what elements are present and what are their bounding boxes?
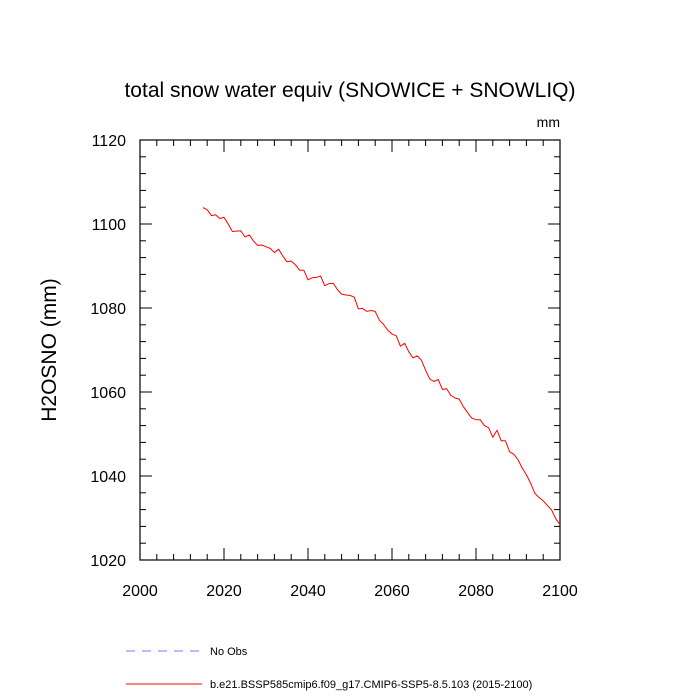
x-tick-label: 2060 (374, 583, 410, 600)
series-line (202, 207, 561, 525)
chart-title: total snow water equiv (SNOWICE + SNOWLI… (124, 79, 575, 102)
plot-frame (139, 139, 561, 561)
y-tick-label: 1100 (92, 217, 127, 234)
y-tick-label: 1020 (90, 553, 126, 570)
x-tick-label: 2100 (542, 583, 578, 600)
y-tick-label: 1080 (90, 301, 126, 318)
x-tick-label: 2000 (122, 583, 158, 600)
legend-label-no-obs: No Obs (210, 646, 248, 658)
tick-labels: 2000 2020 2040 2060 2080 2100 1020 1040 1060 1080… (90, 133, 577, 600)
units-label: mm (537, 114, 560, 130)
x-tick-label: 2040 (290, 583, 326, 600)
y-tick-label: 1120 (92, 133, 127, 150)
axis-ticks (139, 139, 561, 561)
x-tick-label: 2020 (206, 583, 242, 600)
legend-label-case: b.e21.BSSP585cmip6.f09_g17.CMIP6-SSP5-8.… (210, 679, 532, 691)
legend: No Obs b.e21.BSSP585cmip6.f09_g17.CMIP6-… (126, 646, 532, 691)
x-tick-label: 2080 (458, 583, 494, 600)
y-axis-label: H2OSNO (mm) (38, 278, 61, 422)
y-tick-label: 1060 (90, 385, 126, 402)
series-lines (202, 207, 561, 525)
y-tick-label: 1040 (90, 469, 126, 486)
